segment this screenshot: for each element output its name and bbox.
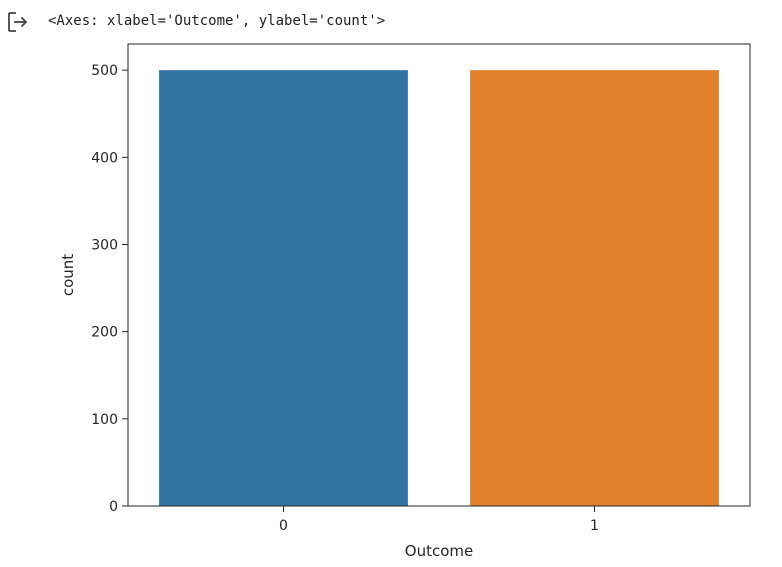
- x-tick-label-0: 0: [279, 518, 288, 534]
- x-axis-label: Outcome: [405, 542, 473, 560]
- y-tick-label-500: 500: [91, 63, 118, 79]
- bar-1: [470, 70, 719, 506]
- y-axis-label: count: [59, 254, 77, 296]
- y-tick-label-300: 300: [91, 237, 118, 253]
- y-tick-label-100: 100: [91, 412, 118, 428]
- output-arrow-icon[interactable]: [7, 11, 29, 33]
- y-tick-label-400: 400: [91, 150, 118, 166]
- x-tick-label-1: 1: [590, 518, 599, 534]
- axes-frame: [127, 43, 751, 507]
- y-axis: 0 100 200 300 400 500: [91, 63, 128, 515]
- output-header: <Axes: xlabel='Outcome', ylabel='count'>: [0, 0, 782, 40]
- y-tick-label-200: 200: [91, 325, 118, 341]
- y-tick-label-0: 0: [109, 499, 118, 515]
- bar-0: [159, 70, 408, 506]
- bars-layer: [159, 70, 719, 506]
- axes-repr-text: <Axes: xlabel='Outcome', ylabel='count'>: [48, 13, 386, 29]
